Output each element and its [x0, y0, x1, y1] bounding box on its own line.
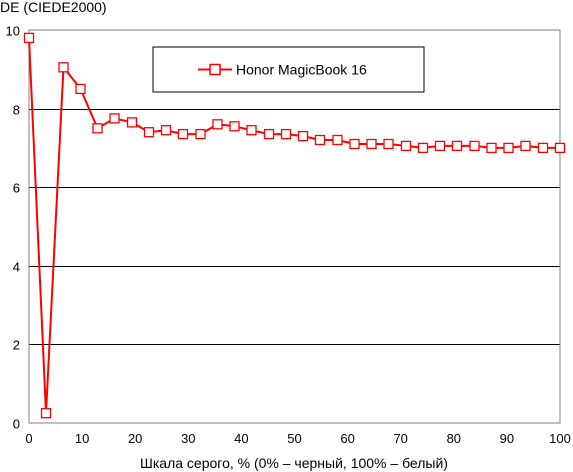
- data-point: [417, 142, 429, 154]
- data-point: [503, 142, 514, 154]
- data-point: [434, 140, 446, 152]
- data-point: [177, 128, 189, 140]
- x-tick-label: 20: [128, 431, 142, 446]
- data-point: [280, 128, 292, 140]
- gridlines: [29, 109, 560, 345]
- x-tick-label: 30: [181, 431, 195, 446]
- data-point: [160, 125, 172, 136]
- data-point: [143, 127, 155, 138]
- data-point: [297, 130, 309, 142]
- plot-area: [28, 29, 561, 424]
- data-point: [486, 142, 497, 154]
- x-tick-label: 80: [447, 431, 461, 446]
- y-axis-ticks: 0 2 4 6 8 10: [6, 24, 20, 432]
- data-point: [554, 142, 566, 154]
- x-tick-label: 90: [500, 431, 514, 446]
- y-tick-label: 2: [13, 338, 20, 353]
- data-point: [126, 117, 138, 128]
- x-tick-label: 60: [340, 431, 354, 446]
- legend-marker-square: [209, 63, 221, 76]
- series-layer: [23, 32, 566, 419]
- legend: Honor MagicBook 16: [152, 46, 425, 93]
- legend-label: Honor MagicBook 16: [236, 62, 367, 78]
- data-point: [40, 408, 52, 419]
- x-tick-label: 50: [287, 431, 301, 446]
- data-point: [383, 138, 394, 150]
- y-tick-label: 8: [13, 103, 20, 118]
- y-axis-title: DE (CIEDE2000): [0, 0, 107, 15]
- data-point: [469, 140, 480, 152]
- x-tick-label: 40: [234, 431, 248, 446]
- data-point: [246, 125, 257, 136]
- y-tick-label: 4: [13, 260, 20, 275]
- data-point: [400, 140, 412, 152]
- x-axis-ticks: 0 10 20 30 40 50 60 70 80 90 100: [25, 431, 570, 446]
- data-point: [23, 32, 35, 44]
- data-point: [314, 134, 326, 146]
- data-point: [349, 138, 360, 150]
- data-point: [451, 140, 463, 152]
- x-tick-label: 10: [75, 431, 89, 446]
- y-tick-label: 6: [13, 181, 20, 196]
- x-tick-label: 100: [549, 431, 571, 446]
- data-point: [537, 142, 549, 154]
- data-point: [109, 113, 120, 124]
- x-tick-label: 70: [393, 431, 407, 446]
- data-point: [263, 128, 275, 140]
- data-point: [58, 62, 69, 73]
- data-point: [332, 134, 343, 146]
- y-tick-label: 10: [6, 24, 20, 39]
- data-point: [92, 123, 103, 134]
- data-point: [212, 119, 223, 130]
- y-tick-label: 0: [13, 417, 20, 432]
- data-point: [366, 138, 377, 150]
- x-tick-label: 0: [25, 431, 32, 446]
- data-point: [195, 128, 206, 140]
- data-point: [75, 83, 86, 95]
- data-point: [520, 140, 531, 152]
- data-point: [229, 121, 240, 132]
- series-line: [28, 37, 560, 415]
- x-axis-title: Шкала серого, % (0% – черный, 100% – бел…: [140, 455, 448, 471]
